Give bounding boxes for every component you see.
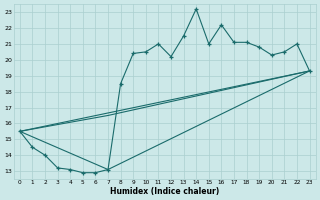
X-axis label: Humidex (Indice chaleur): Humidex (Indice chaleur) [110, 187, 219, 196]
